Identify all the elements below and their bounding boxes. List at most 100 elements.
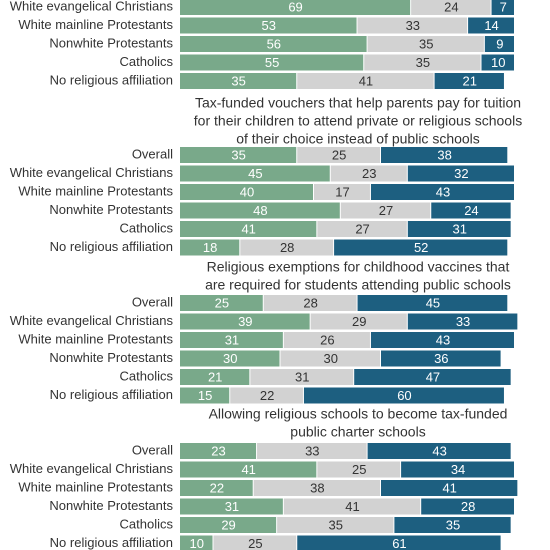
bar-segment bbox=[468, 17, 514, 34]
bar-segment bbox=[297, 73, 434, 89]
bar-segment bbox=[180, 54, 364, 71]
value-label: 25 bbox=[352, 462, 366, 477]
bar-segment bbox=[317, 461, 401, 478]
value-label: 35 bbox=[419, 36, 433, 51]
value-label: 45 bbox=[248, 166, 262, 181]
bar-segment bbox=[381, 480, 518, 496]
value-label: 28 bbox=[303, 295, 317, 310]
value-label: 34 bbox=[451, 462, 465, 477]
bar-segment bbox=[381, 350, 501, 367]
bar-segment bbox=[180, 295, 263, 311]
value-label: 60 bbox=[397, 388, 411, 403]
value-label: 9 bbox=[496, 36, 503, 51]
bar-segment bbox=[180, 0, 411, 15]
bar-segment bbox=[180, 36, 367, 52]
value-label: 52 bbox=[414, 240, 428, 255]
bar-segment bbox=[314, 184, 370, 200]
bar-segment bbox=[354, 369, 511, 385]
bar-segment bbox=[303, 387, 504, 404]
category-label: No religious affiliation bbox=[50, 387, 173, 402]
bar-segment bbox=[230, 387, 303, 404]
bar-segment bbox=[180, 461, 317, 478]
panel-title: Allowing religious schools to become tax… bbox=[209, 406, 508, 422]
value-label: 30 bbox=[324, 351, 338, 366]
bar-segment bbox=[317, 221, 407, 237]
bar-segment bbox=[367, 36, 484, 52]
category-label: Overall bbox=[132, 146, 173, 161]
value-label: 10 bbox=[190, 536, 204, 550]
value-label: 31 bbox=[295, 369, 309, 384]
value-label: 28 bbox=[280, 240, 294, 255]
value-label: 10 bbox=[491, 55, 505, 70]
category-label: Nonwhite Protestants bbox=[49, 498, 173, 513]
value-label: 35 bbox=[231, 73, 245, 88]
bar-segment bbox=[280, 350, 380, 367]
value-label: 33 bbox=[305, 443, 319, 458]
bar-segment bbox=[407, 313, 518, 330]
bar-segment bbox=[180, 332, 283, 348]
category-label: Nonwhite Protestants bbox=[49, 35, 173, 50]
panel-title: Religious exemptions for childhood vacci… bbox=[207, 259, 510, 275]
value-label: 31 bbox=[452, 221, 466, 236]
panel-title: Tax-funded vouchers that help parents pa… bbox=[195, 95, 521, 111]
bar-segment bbox=[180, 147, 297, 163]
bar-segment bbox=[180, 239, 240, 256]
category-label: Catholics bbox=[120, 220, 174, 235]
bar-segment bbox=[364, 54, 481, 71]
bar-segment bbox=[180, 184, 313, 200]
value-label: 24 bbox=[444, 0, 458, 14]
category-label: Catholics bbox=[120, 54, 174, 69]
bar-segment bbox=[277, 517, 394, 533]
bar-segment bbox=[263, 295, 357, 311]
bar-segment bbox=[481, 54, 514, 71]
category-label: Overall bbox=[132, 442, 173, 457]
value-label: 17 bbox=[335, 184, 349, 199]
value-label: 29 bbox=[221, 517, 235, 532]
bar-segment bbox=[431, 202, 511, 219]
value-label: 43 bbox=[436, 332, 450, 347]
value-label: 33 bbox=[406, 18, 420, 33]
bar-segment bbox=[407, 165, 514, 182]
bar-segment bbox=[180, 221, 317, 237]
bar-segment bbox=[491, 0, 514, 15]
value-label: 53 bbox=[262, 18, 276, 33]
category-label: Nonwhite Protestants bbox=[49, 202, 173, 217]
value-label: 40 bbox=[240, 184, 254, 199]
category-label: Catholics bbox=[120, 516, 174, 531]
bar-segment bbox=[370, 332, 514, 348]
category-label: No religious affiliation bbox=[50, 72, 173, 87]
bar-segment bbox=[297, 147, 380, 163]
bar-segment bbox=[213, 535, 297, 550]
panel-title: for their children to attend private or … bbox=[194, 113, 522, 129]
value-label: 25 bbox=[248, 536, 262, 550]
bar-segment bbox=[257, 443, 367, 459]
value-label: 41 bbox=[359, 73, 373, 88]
bar-segment bbox=[411, 0, 491, 15]
value-label: 43 bbox=[436, 184, 450, 199]
value-label: 23 bbox=[362, 166, 376, 181]
value-label: 21 bbox=[463, 73, 477, 88]
bar-segment bbox=[407, 221, 511, 237]
category-label: White evangelical Christians bbox=[10, 165, 174, 180]
bar-segment bbox=[180, 535, 213, 550]
value-label: 45 bbox=[426, 295, 440, 310]
bar-segment bbox=[180, 313, 310, 330]
value-label: 27 bbox=[355, 221, 369, 236]
bar-segment bbox=[180, 480, 253, 496]
bar-segment bbox=[283, 498, 421, 515]
category-label: White mainline Protestants bbox=[18, 479, 173, 494]
value-label: 43 bbox=[432, 443, 446, 458]
bar-segment bbox=[310, 313, 407, 330]
category-label: White mainline Protestants bbox=[18, 331, 173, 346]
panel-title: are required for students attending publ… bbox=[205, 277, 511, 293]
bar-segment bbox=[330, 165, 407, 182]
category-label: Catholics bbox=[120, 368, 174, 383]
value-label: 33 bbox=[456, 314, 470, 329]
bar-segment bbox=[180, 202, 340, 219]
bar-segment bbox=[180, 369, 250, 385]
bar-segment bbox=[180, 387, 230, 404]
value-label: 36 bbox=[434, 351, 448, 366]
bar-segment bbox=[484, 36, 514, 52]
category-label: Nonwhite Protestants bbox=[49, 350, 173, 365]
